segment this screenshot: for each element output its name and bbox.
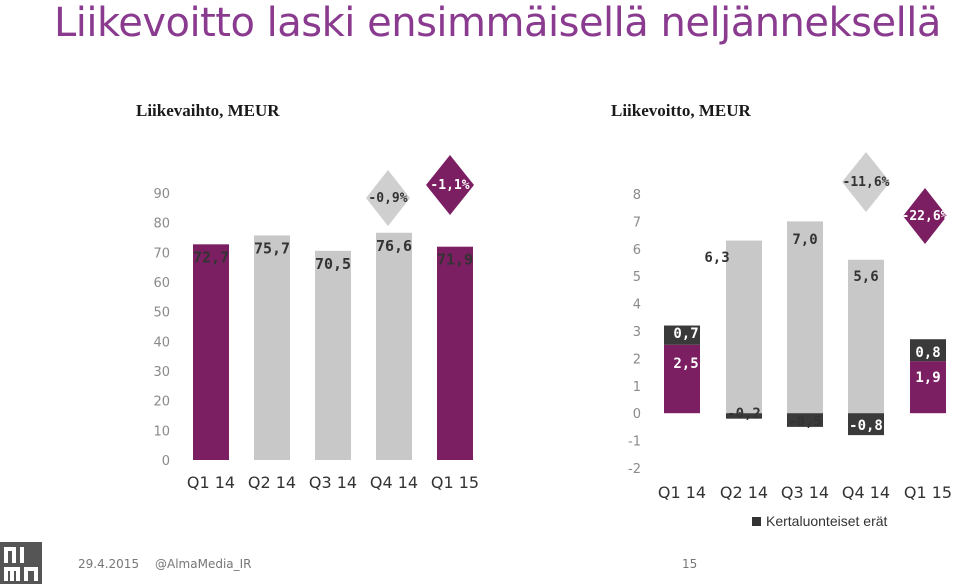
y-tick-label: 8 [633, 188, 641, 203]
callout-diamond [366, 170, 410, 226]
profit-bar [787, 221, 823, 414]
value-label: 6,3 [704, 250, 729, 266]
legend: Kertaluonteiset erät [752, 513, 887, 529]
y-tick-label: 3 [633, 325, 641, 340]
non-recurring-bar [848, 413, 884, 436]
x-tick-label: Q3 14 [309, 473, 357, 492]
y-tick-label: 10 [153, 424, 170, 439]
revenue-bar [254, 235, 290, 460]
chart-title-revenue: Liikevaihto, MEUR [136, 101, 280, 120]
x-tick-label: Q1 15 [904, 483, 952, 502]
callout-label: -1,1% [430, 178, 469, 193]
value-label: 0,8 [915, 345, 940, 361]
callout-label: -0,9% [368, 191, 407, 206]
footer-page-number: 15 [682, 557, 698, 571]
profit-bar [848, 259, 884, 414]
value-label: 70,5 [315, 255, 351, 273]
page-title: Liikevoitto laski ensimmäisellä neljänne… [54, 0, 941, 46]
profit-bar [910, 361, 946, 414]
footer-twitter: @AlmaMedia_IR [155, 557, 252, 571]
y-tick-label: 50 [153, 306, 170, 321]
x-tick-label: Q2 14 [248, 473, 296, 492]
y-tick-label: 60 [153, 276, 170, 291]
revenue-bar [376, 232, 412, 460]
y-tick-label: -1 [628, 435, 641, 450]
value-label: -0,8 [849, 418, 883, 434]
y-tick-label: 20 [153, 395, 170, 410]
value-label: 72,7 [193, 248, 229, 266]
value-label: 76,6 [376, 237, 412, 255]
non-recurring-bar [664, 325, 700, 345]
y-tick-label: 40 [153, 335, 170, 350]
callout-label: -22,6% [902, 209, 949, 224]
y-tick-label: 6 [633, 243, 641, 258]
y-tick-label: -2 [628, 462, 641, 477]
y-tick-label: 0 [633, 407, 641, 422]
revenue-bar [315, 250, 351, 460]
x-tick-label: Q1 15 [431, 473, 479, 492]
value-label: -0,5 [788, 414, 822, 430]
alma-logo-icon [0, 542, 42, 584]
x-tick-label: Q3 14 [781, 483, 829, 502]
value-label: 71,9 [437, 251, 473, 269]
value-label: 2,5 [673, 356, 698, 372]
callout-label: -11,6% [843, 175, 890, 190]
callout-diamond [842, 152, 890, 212]
footer-date: 29.4.2015 [78, 557, 140, 571]
x-tick-label: Q1 14 [658, 483, 706, 502]
legend-label: Kertaluonteiset erät [766, 513, 888, 529]
x-tick-label: Q2 14 [720, 483, 768, 502]
y-tick-label: 30 [153, 365, 170, 380]
y-tick-label: 4 [633, 298, 641, 313]
y-tick-label: 1 [633, 380, 641, 395]
x-tick-label: Q4 14 [370, 473, 418, 492]
callout-diamond [903, 188, 947, 244]
profit-bar [664, 344, 700, 414]
y-tick-label: 5 [633, 270, 641, 285]
x-tick-label: Q4 14 [842, 483, 890, 502]
legend-swatch [752, 516, 761, 526]
profit-bar [726, 240, 762, 414]
y-tick-label: 90 [153, 187, 170, 202]
x-tick-label: Q1 14 [187, 473, 235, 492]
value-label: 7,0 [792, 232, 817, 248]
value-label: -0,2 [727, 406, 761, 422]
value-label: 0,7 [673, 326, 698, 342]
non-recurring-bar [910, 339, 946, 362]
revenue-bar [437, 246, 473, 460]
y-tick-label: 70 [153, 246, 170, 261]
callout-diamond [426, 155, 474, 215]
chart-title-operating-profit: Liikevoitto, MEUR [611, 101, 751, 120]
y-tick-label: 2 [633, 352, 641, 367]
y-tick-label: 0 [162, 454, 170, 469]
y-tick-label: 80 [153, 217, 170, 232]
non-recurring-bar [787, 413, 823, 427]
y-tick-label: 7 [633, 215, 641, 230]
revenue-bar [193, 244, 229, 460]
value-label: 1,9 [915, 370, 940, 386]
value-label: 5,6 [853, 269, 878, 285]
non-recurring-bar [726, 413, 762, 419]
value-label: 75,7 [254, 239, 290, 257]
